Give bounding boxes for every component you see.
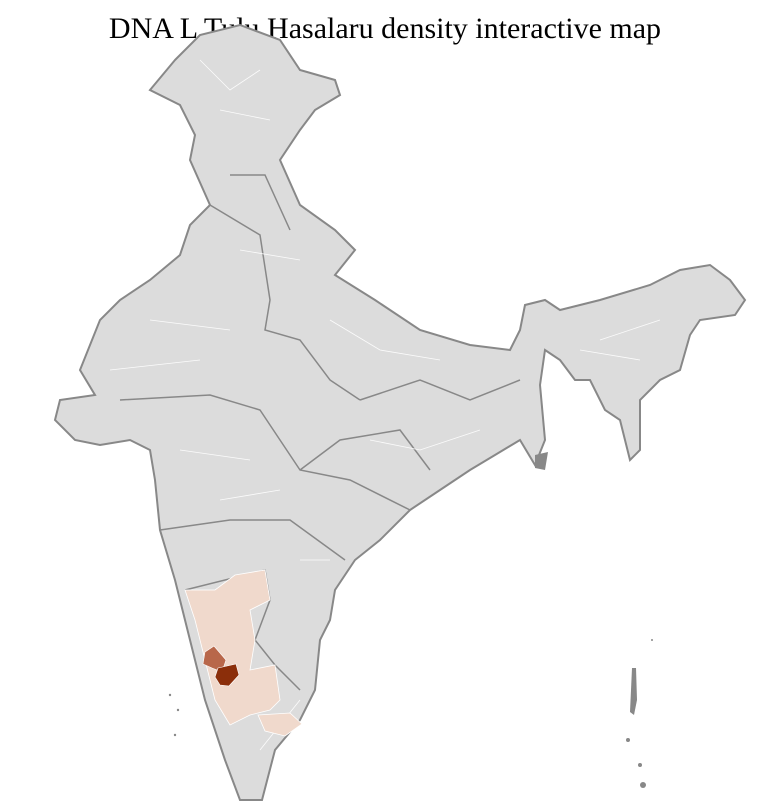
lakshadweep-islands[interactable] [168,693,180,737]
density-high-district[interactable] [214,663,240,687]
sundarbans-delta [535,452,548,470]
density-low-region-karnataka[interactable] [184,569,281,726]
density-low-region-south[interactable] [257,712,303,737]
andaman-nicobar-islands[interactable] [626,639,653,788]
india-landmass[interactable] [53,23,747,801]
